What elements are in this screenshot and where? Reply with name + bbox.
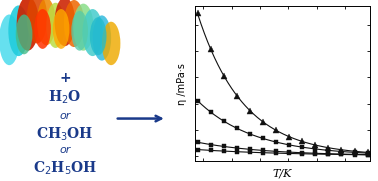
Ellipse shape: [34, 9, 51, 49]
Text: or: or: [59, 111, 71, 121]
Ellipse shape: [93, 15, 111, 61]
Ellipse shape: [8, 5, 29, 56]
Ellipse shape: [27, 0, 47, 43]
Text: H$_2$O: H$_2$O: [48, 89, 82, 106]
Ellipse shape: [16, 14, 33, 54]
Ellipse shape: [73, 4, 93, 51]
Ellipse shape: [82, 9, 103, 56]
Ellipse shape: [55, 0, 75, 46]
Ellipse shape: [64, 0, 84, 47]
Ellipse shape: [0, 14, 19, 65]
Text: +: +: [59, 71, 71, 85]
Text: CH$_3$OH: CH$_3$OH: [36, 125, 94, 143]
X-axis label: T/K: T/K: [273, 169, 292, 179]
Ellipse shape: [102, 22, 120, 65]
Ellipse shape: [37, 0, 56, 45]
Ellipse shape: [90, 17, 107, 55]
Text: or: or: [59, 145, 71, 155]
Ellipse shape: [71, 11, 88, 51]
Y-axis label: η /mPa·s: η /mPa·s: [177, 63, 187, 105]
Ellipse shape: [17, 0, 39, 51]
Ellipse shape: [53, 9, 70, 49]
Text: C$_2$H$_5$OH: C$_2$H$_5$OH: [33, 160, 97, 177]
Ellipse shape: [46, 3, 65, 48]
